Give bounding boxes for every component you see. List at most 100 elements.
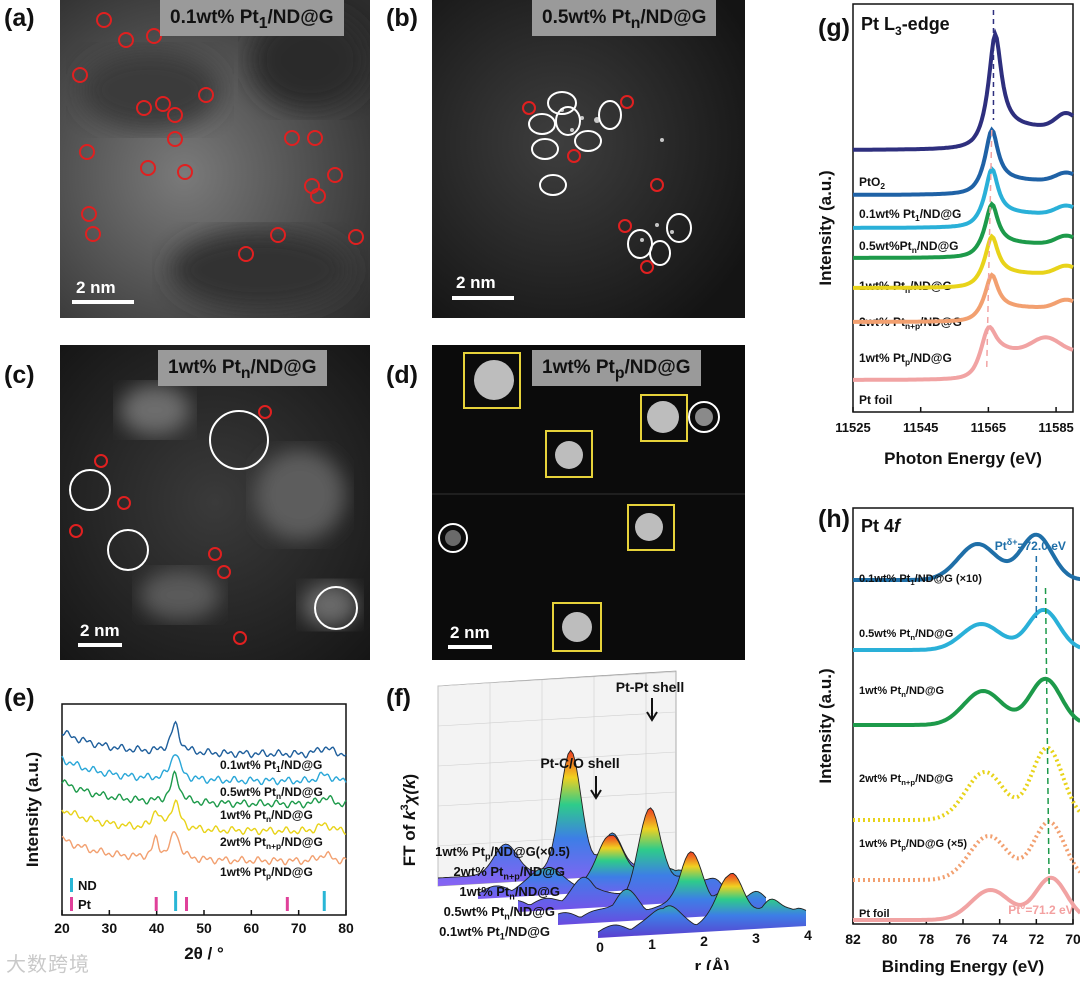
xanes-series-line [853, 28, 1075, 152]
series-label: Pt foil [859, 393, 892, 407]
series-label: 0.1wt% Pt1/ND@G [859, 207, 961, 223]
x-tick-label: 4 [804, 927, 812, 943]
label-d: 1wt% Ptp/ND@G [532, 350, 701, 386]
series-label: 0.5wt%Ptn/ND@G [859, 239, 959, 255]
xps-series-line [853, 532, 1080, 582]
series-label: 1wt% Ptp/ND@G [220, 865, 313, 881]
chart-f: 0 1 2 3 4 r (Å) FT of k3χ(k) 1wt% Ptp/ND@G(×0.5… [370, 670, 830, 976]
x-tick-label: 11545 [903, 420, 938, 435]
micrograph-d: 1wt% Ptp/ND@G 2 nm [432, 345, 745, 660]
grid-line [437, 791, 677, 807]
y-axis-label: Intensity (a.u.) [23, 752, 42, 867]
panel-label-e: (e) [4, 684, 35, 712]
xps-series-line [853, 745, 1080, 822]
ft-series-line [597, 872, 807, 933]
series-label: 1wt% Ptp/ND@G(×0.5) [435, 844, 570, 861]
series-label: 0.5wt% Ptn/ND@G [859, 628, 953, 642]
xrd-series-line [61, 754, 347, 786]
x-tick-label: 40 [149, 920, 165, 936]
white-ellipses [528, 91, 692, 266]
scale-bar [78, 643, 122, 647]
scale-bar [452, 296, 514, 300]
yellow-squares [463, 352, 688, 652]
xrd-series-line [61, 831, 347, 866]
series-label: 0.5wt% Ptn/ND@G [220, 785, 323, 801]
x-tick-label: 11565 [971, 420, 1006, 435]
xps-series-line [853, 607, 1080, 652]
annotation-pt-co: Pt-C/O shell [540, 755, 619, 771]
xps-series-line [853, 819, 1080, 882]
back-walls [437, 670, 677, 887]
xanes-series-line [853, 126, 1074, 197]
xrd-series-line [61, 770, 347, 809]
x-tick-label: 80 [882, 931, 898, 947]
arrow-icon [646, 698, 658, 722]
chart-title: Pt 4f [861, 516, 902, 536]
y-axis-label: Intensity (a.u.) [816, 170, 835, 285]
scale-bar [448, 645, 492, 649]
panel-label-h: (h) [818, 505, 850, 533]
series-label: PtO2 [859, 175, 885, 191]
x-tick-label: 80 [338, 920, 354, 936]
x-axis-label: r (Å) [695, 957, 730, 970]
x-tick-label: 78 [919, 931, 935, 947]
grid-line [437, 671, 677, 687]
panel-label-a: (a) [4, 4, 35, 32]
annotation-pt-pt: Pt-Pt shell [616, 679, 684, 695]
x-tick-label: 74 [992, 931, 1008, 947]
x-tick-label: 2 [700, 933, 708, 949]
label-c: 1wt% Ptn/ND@G [158, 350, 327, 386]
scale-label: 2 nm [456, 273, 496, 292]
x-tick-label: 72 [1029, 931, 1045, 947]
white-circles [69, 410, 358, 630]
panel-label-f: (f) [386, 684, 411, 712]
label-b: 0.5wt% Ptn/ND@G [532, 0, 717, 36]
xps-series-line [853, 676, 1080, 727]
x-tick-label: 3 [752, 930, 760, 946]
arrow-icon [590, 776, 602, 800]
annotation-pt-delta: Ptδ+=72.0 eV [995, 537, 1066, 553]
scale-bar [72, 300, 134, 304]
x-axis-label: Photon Energy (eV) [884, 449, 1042, 468]
x-tick-label: 76 [955, 931, 971, 947]
xanes-series-line [853, 165, 1074, 230]
reference-tick [185, 897, 189, 911]
annotation-pt-0: Pt0=71.2 eV [1008, 901, 1073, 917]
reference-tick [322, 891, 326, 911]
panel-label-d: (d) [386, 361, 418, 389]
x-tick-label: 11525 [835, 420, 870, 435]
grid-line [437, 751, 677, 767]
y-axis-label: FT of k3χ(k) [399, 774, 419, 866]
micrograph-a: 0.1wt% Pt1/ND@G 2 nm [60, 0, 370, 318]
series-label: Pt foil [859, 908, 890, 920]
legend-label: Pt [78, 897, 92, 912]
edge-guide [985, 129, 993, 371]
series-label: 2wt% Ptn+p/ND@G [454, 864, 565, 881]
series-label: 1wt% Ptn/ND@G [859, 685, 944, 699]
chart-h: Pt 4f 82 80 78 76 74 72 70 Binding Energy (eV) In… [815, 500, 1080, 979]
red-circles [72, 12, 364, 262]
plot-frame [852, 3, 1074, 413]
micrograph-c: 1wt% Ptn/ND@G 2 nm [60, 345, 370, 660]
series-label: 1wt% Ptn/ND@G [220, 808, 313, 824]
reference-tick [285, 897, 289, 911]
series-label: 0.1wt% Pt1/ND@G (×10) [859, 573, 982, 587]
chart-g: Pt L3-edge 11525 11545 11565 11585 Photon Ene… [815, 0, 1080, 490]
chart-title: Pt L3-edge [861, 14, 950, 38]
xanes-series-line [853, 233, 1074, 290]
y-axis-label: Intensity (a.u.) [816, 668, 835, 783]
series-label: 0.1wt% Pt1/ND@G [220, 758, 322, 774]
scale-label: 2 nm [80, 621, 120, 640]
panel-label-c: (c) [4, 361, 35, 389]
watermark: 大数跨境 [6, 952, 90, 976]
reference-tick [154, 897, 158, 911]
label-a: 0.1wt% Pt1/ND@G [160, 0, 344, 36]
x-tick-label: 30 [102, 920, 118, 936]
chart-e: 20 30 40 50 60 70 80 2θ / ° Intensity (a.u.) 0.1w… [20, 700, 360, 965]
ft-surface [598, 873, 806, 938]
xanes-series-line [853, 201, 1074, 260]
scale-label: 2 nm [76, 278, 116, 297]
legend-swatch [70, 878, 73, 892]
peak-guide [1044, 587, 1050, 889]
x-tick-label: 70 [291, 920, 307, 936]
